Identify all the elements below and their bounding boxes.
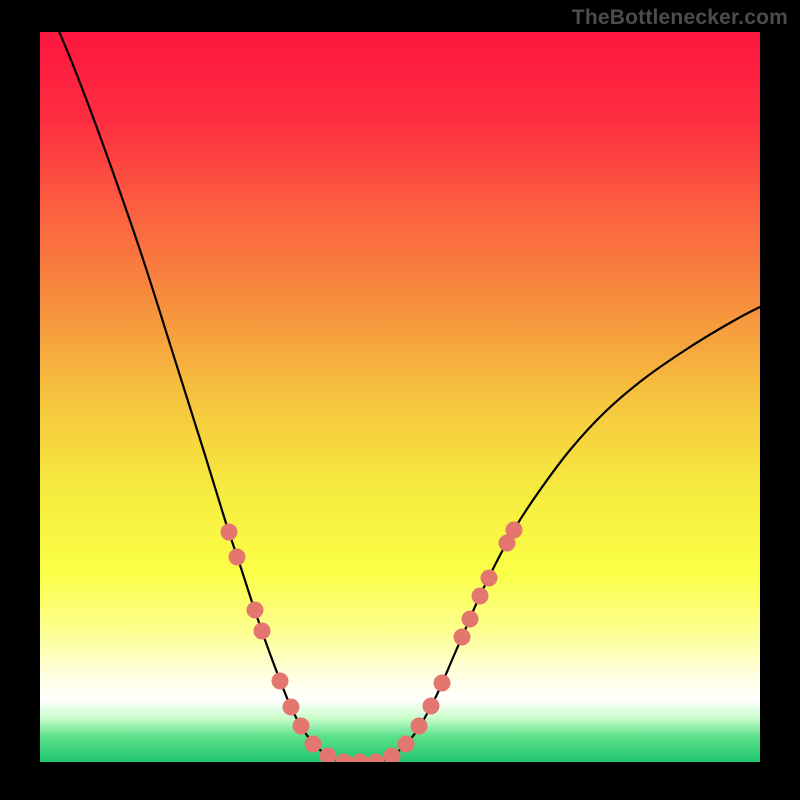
curve-marker — [229, 549, 246, 566]
curve-marker — [462, 611, 479, 628]
chart-stage: TheBottlenecker.com — [0, 0, 800, 800]
curve-marker — [506, 522, 523, 539]
curve-marker — [434, 675, 451, 692]
curve-marker — [221, 524, 238, 541]
curve-marker — [454, 629, 471, 646]
curve-marker — [283, 699, 300, 716]
curve-marker — [472, 588, 489, 605]
gradient-panel — [40, 32, 760, 762]
chart-svg — [0, 0, 800, 800]
curve-marker — [272, 673, 289, 690]
curve-marker — [423, 698, 440, 715]
curve-marker — [398, 736, 415, 753]
curve-marker — [320, 748, 337, 765]
curve-marker — [305, 736, 322, 753]
curve-marker — [411, 718, 428, 735]
curve-marker — [254, 623, 271, 640]
watermark-text: TheBottlenecker.com — [572, 6, 788, 30]
curve-marker — [247, 602, 264, 619]
curve-marker — [293, 718, 310, 735]
curve-marker — [384, 748, 401, 765]
curve-marker — [481, 570, 498, 587]
